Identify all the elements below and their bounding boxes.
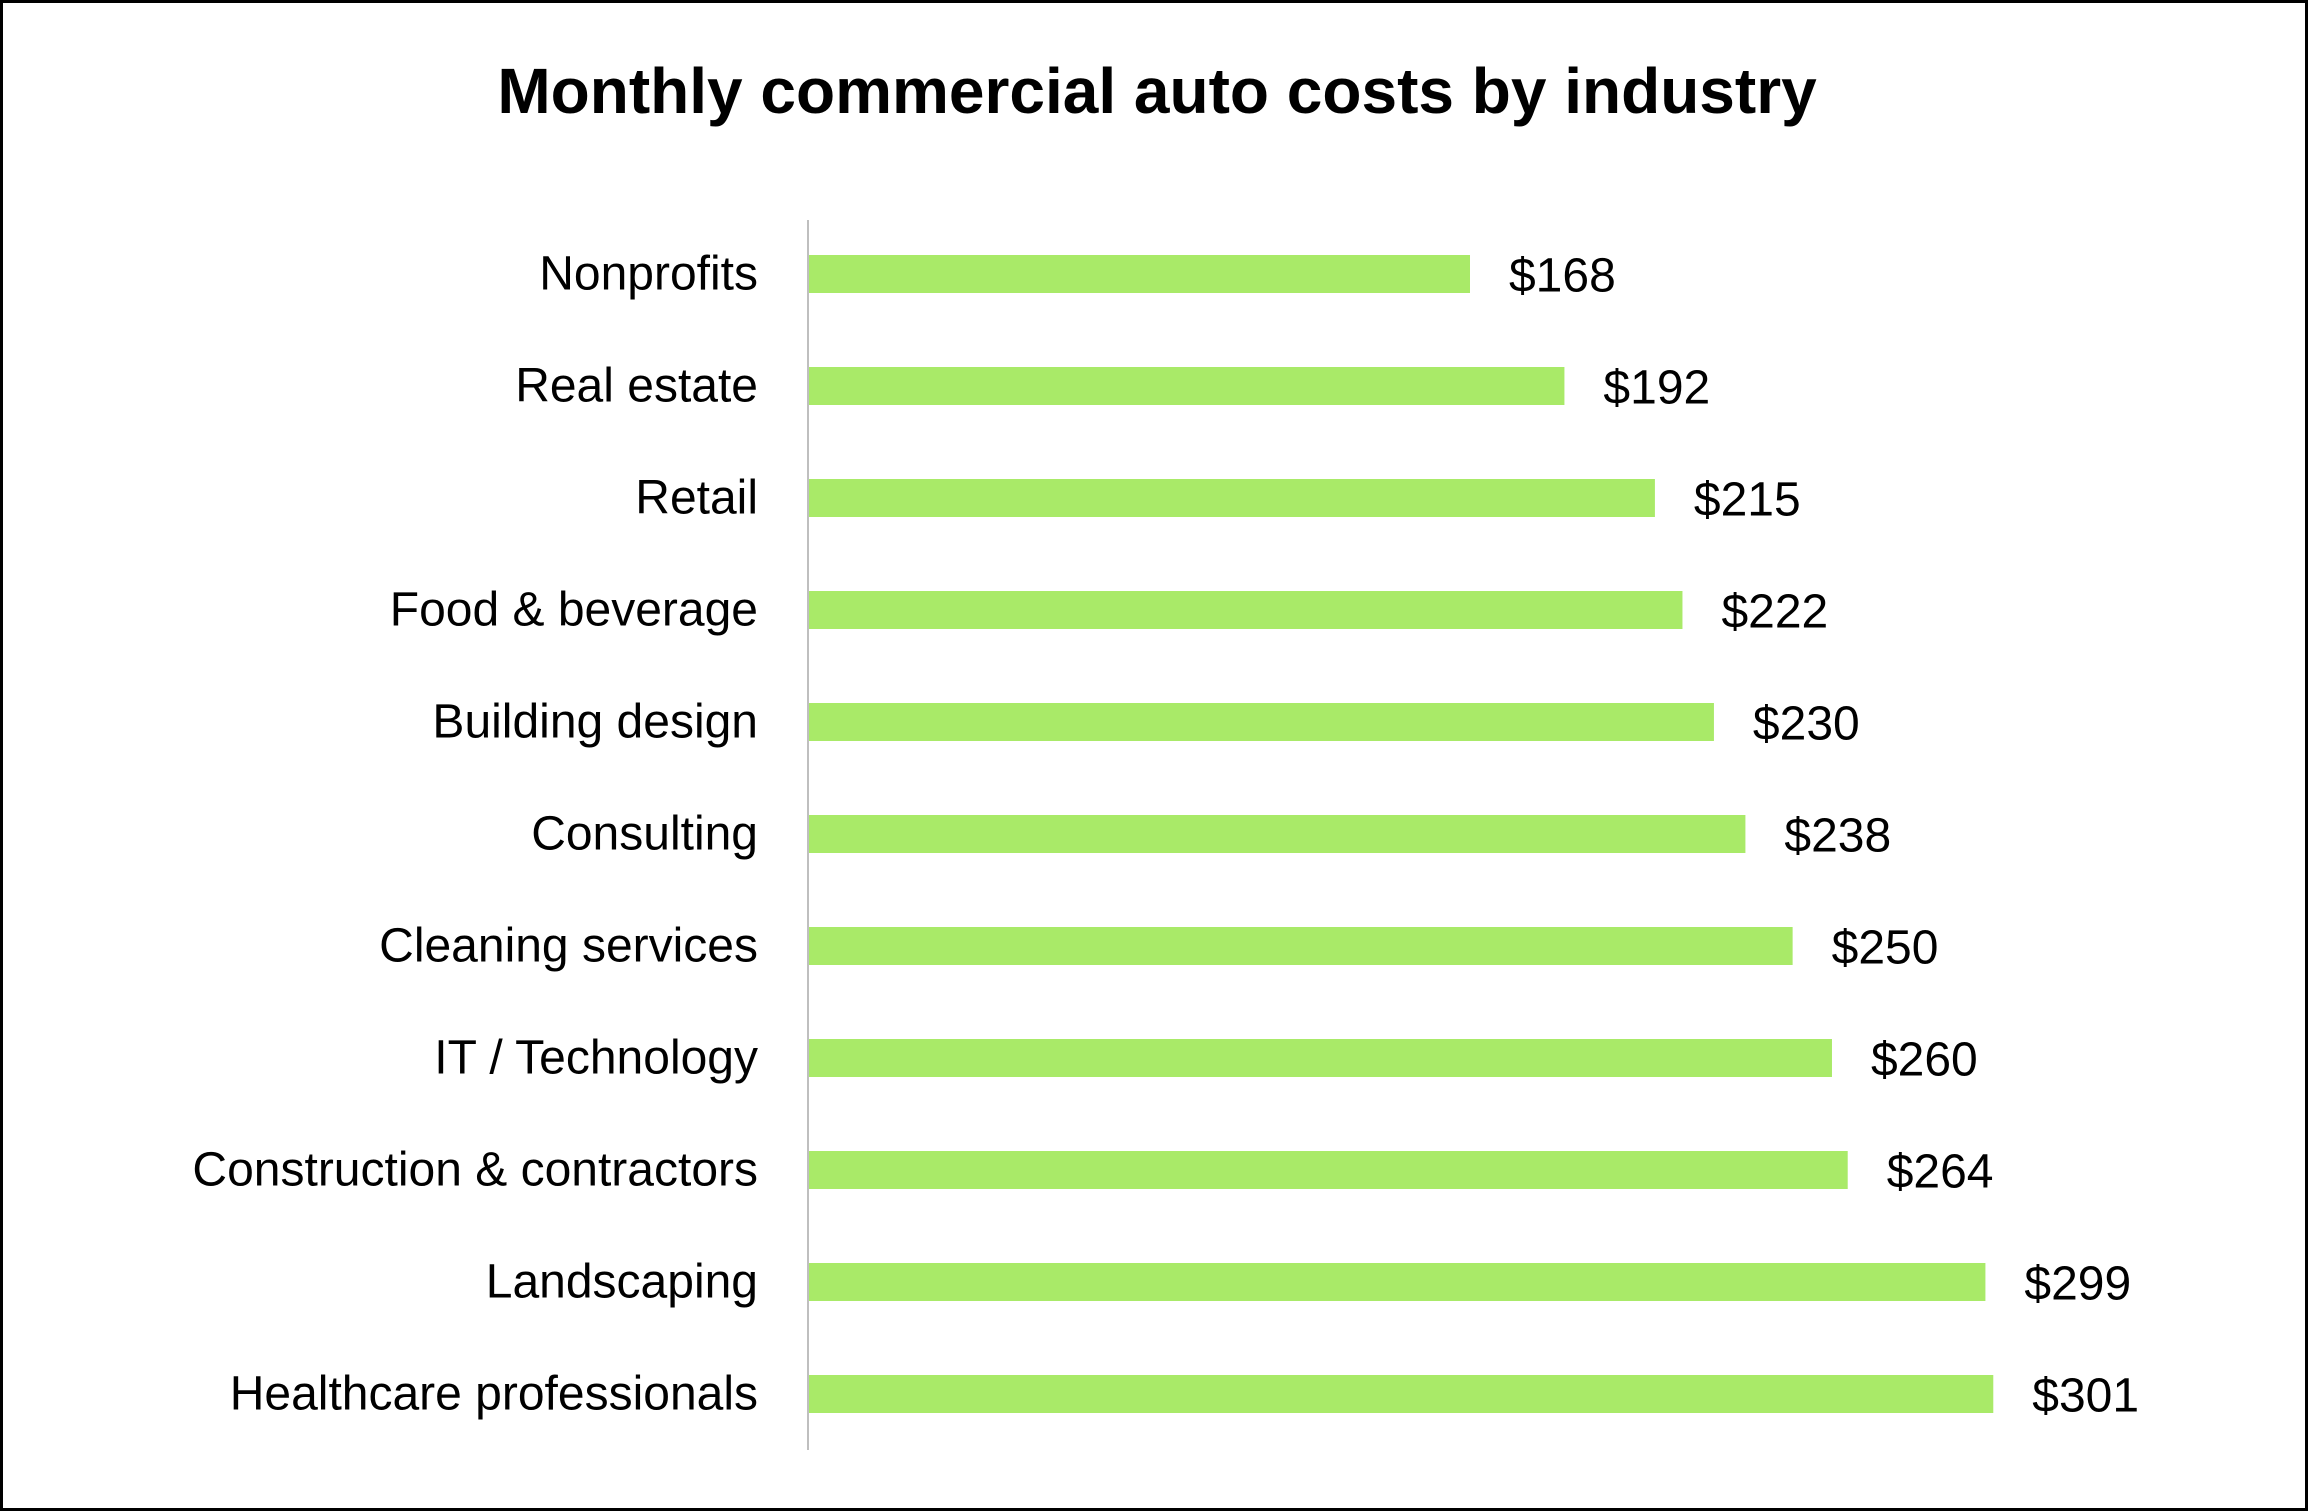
- data-label: $168: [1509, 250, 1616, 303]
- data-label: $264: [1887, 1146, 1994, 1199]
- bar: [809, 367, 1565, 405]
- category-label: Consulting: [531, 808, 758, 861]
- category-label: Construction & contractors: [192, 1144, 758, 1197]
- category-labels-group: Nonprofits Real estate Retail Food & bevera…: [192, 248, 758, 1421]
- category-label: Real estate: [515, 360, 758, 413]
- bars-group: [809, 255, 1994, 1413]
- chart-title: Monthly commercial auto costs by industr…: [497, 55, 1817, 127]
- data-label: $238: [1784, 810, 1891, 863]
- bar: [809, 479, 1655, 517]
- bar: [809, 1375, 1994, 1413]
- bar: [809, 703, 1714, 741]
- category-label: Nonprofits: [539, 248, 758, 301]
- data-label: $260: [1871, 1034, 1978, 1087]
- data-label: $299: [2024, 1258, 2131, 1311]
- category-label: Cleaning services: [379, 920, 758, 973]
- data-label: $222: [1721, 586, 1828, 639]
- bar: [809, 255, 1470, 293]
- category-label: Food & beverage: [390, 584, 758, 637]
- data-label: $301: [2032, 1370, 2139, 1423]
- bar: [809, 1151, 1848, 1189]
- category-label: Healthcare professionals: [230, 1368, 758, 1421]
- bar: [809, 815, 1746, 853]
- data-label: $230: [1753, 698, 1860, 751]
- category-label: Retail: [635, 472, 758, 525]
- bar: [809, 1263, 1986, 1301]
- bar: [809, 1039, 1832, 1077]
- category-label: IT / Technology: [434, 1032, 758, 1085]
- data-label: $192: [1603, 362, 1710, 415]
- value-labels-group: $168 $192 $215 $222 $230 $238 $250 $260 $264 $299…: [1509, 250, 2139, 1423]
- bar: [809, 927, 1793, 965]
- category-label: Landscaping: [486, 1256, 758, 1309]
- category-label: Building design: [432, 696, 758, 749]
- bar: [809, 591, 1683, 629]
- data-label: $215: [1694, 474, 1801, 527]
- data-label: $250: [1832, 922, 1939, 975]
